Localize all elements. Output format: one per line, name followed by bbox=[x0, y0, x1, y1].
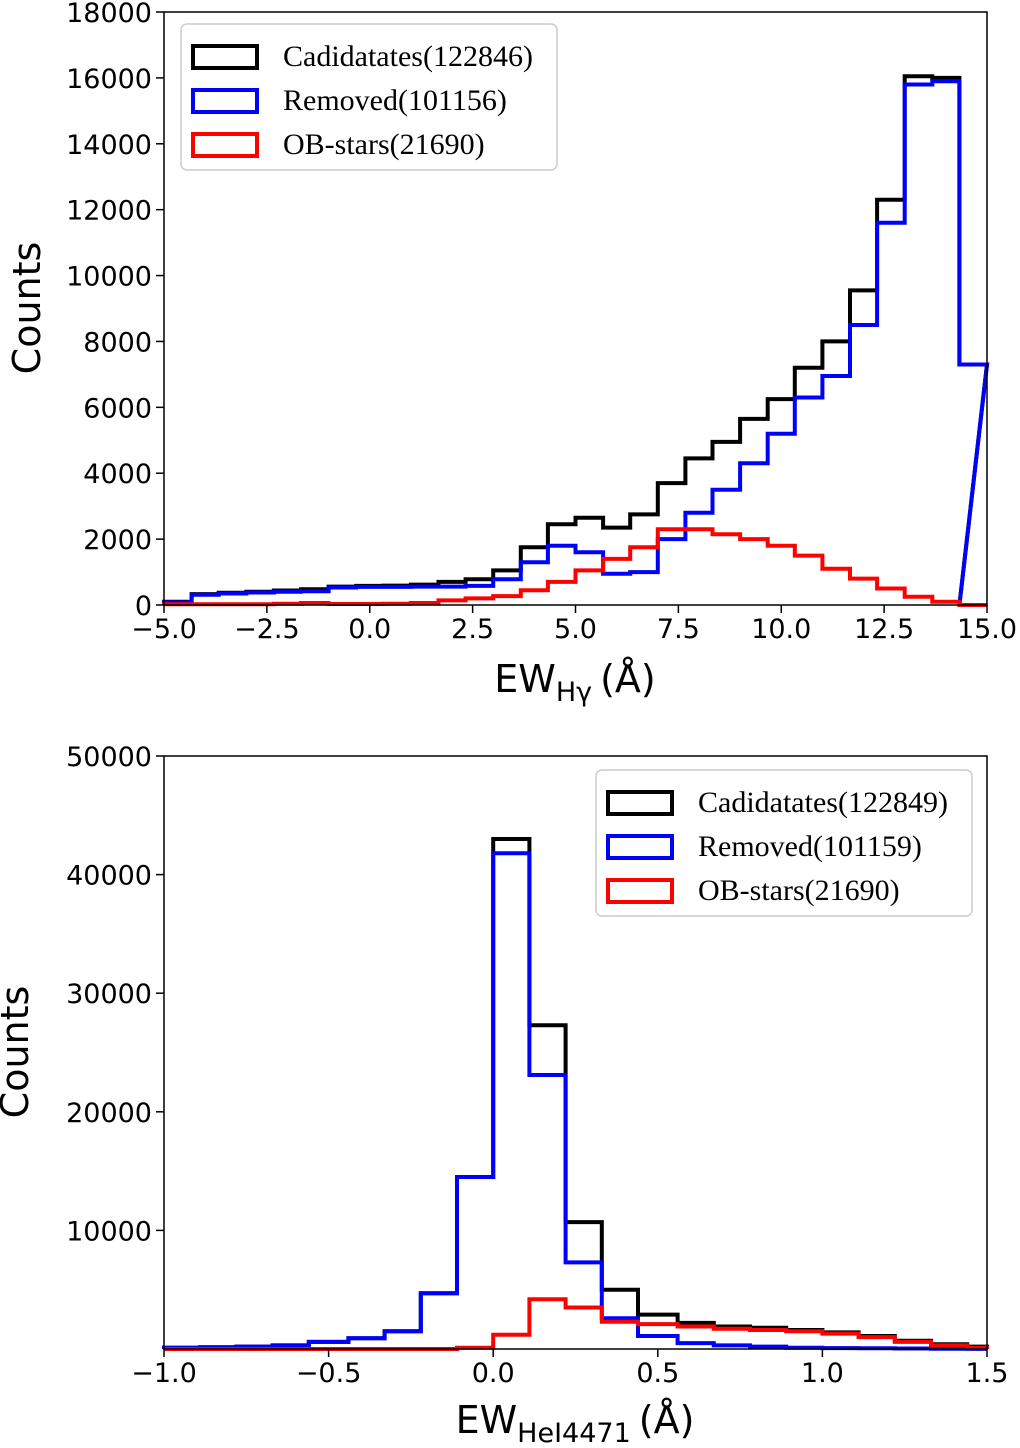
x-axis-label-unit: (Å) bbox=[639, 1398, 695, 1442]
x-axis: −5.0 −2.5 0.0 2.5 5.0 7.5 10.0 12.5 15.0 bbox=[131, 605, 1017, 645]
x-axis: −1.0 −0.5 0.0 0.5 1.0 1.5 bbox=[131, 1349, 1008, 1389]
legend-box bbox=[180, 23, 558, 171]
plot-frame bbox=[163, 755, 988, 1350]
x-axis-label: EWHeI4471 (Å) bbox=[456, 1398, 695, 1448]
x-tick-label: 15.0 bbox=[957, 614, 1017, 645]
x-tick-label: −2.5 bbox=[234, 614, 300, 645]
x-tick-label: 1.0 bbox=[801, 1358, 844, 1389]
x-axis-label-main: EW bbox=[456, 1398, 518, 1442]
legend-swatch bbox=[606, 878, 674, 904]
x-tick-label: 7.5 bbox=[657, 614, 700, 645]
x-tick-label: −1.0 bbox=[131, 1358, 197, 1389]
y-tick-label: 14000 bbox=[66, 130, 152, 161]
legend-swatch bbox=[191, 88, 259, 114]
y-tick-label: 6000 bbox=[83, 393, 152, 424]
y-axis: 0 2000 4000 6000 8000 10000 12000 14000 16000 180… bbox=[66, 0, 164, 622]
x-axis-label-main: EW bbox=[494, 657, 556, 701]
legend: Cadidatates(122849) Removed(101159) OB-sta… bbox=[595, 769, 973, 917]
x-axis-label-sub: HeI4471 bbox=[517, 1418, 631, 1448]
series-outline bbox=[162, 851, 989, 1351]
legend-label: Removed(101156) bbox=[283, 84, 507, 117]
histogram-panel-top: −5.0 −2.5 0.0 2.5 5.0 7.5 10.0 12.5 15.0 0 2000 40… bbox=[5, 0, 1017, 708]
x-tick-label: 10.0 bbox=[751, 614, 811, 645]
y-tick-label: 40000 bbox=[66, 861, 152, 892]
y-tick-label: 2000 bbox=[83, 525, 152, 556]
y-tick-label: 30000 bbox=[66, 979, 152, 1010]
x-tick-label: 12.5 bbox=[854, 614, 914, 645]
legend-swatch bbox=[606, 834, 674, 860]
x-tick-label: −0.5 bbox=[296, 1358, 362, 1389]
legend-label: Cadidatates(122849) bbox=[698, 786, 948, 819]
histogram-series-group bbox=[162, 74, 990, 607]
y-axis-label: Counts bbox=[0, 986, 37, 1119]
x-tick-label: 0.5 bbox=[636, 1358, 679, 1389]
y-tick-label: 12000 bbox=[66, 196, 152, 227]
x-tick-label: 0.0 bbox=[348, 614, 391, 645]
x-axis-label: EWHγ (Å) bbox=[494, 657, 656, 708]
legend-label: OB-stars(21690) bbox=[283, 128, 485, 161]
x-tick-label: 1.5 bbox=[966, 1358, 1009, 1389]
histogram-panel-bottom: −1.0 −0.5 0.0 0.5 1.0 1.5 10000 20000 30000 4000… bbox=[0, 742, 1008, 1448]
y-tick-label: 10000 bbox=[66, 1216, 152, 1247]
series-outline bbox=[162, 527, 987, 607]
series-outline bbox=[164, 1297, 989, 1351]
y-tick-label: 50000 bbox=[66, 742, 152, 773]
y-tick-label: 18000 bbox=[66, 0, 152, 29]
x-axis-label-unit: (Å) bbox=[600, 657, 656, 701]
x-tick-label: 2.5 bbox=[451, 614, 494, 645]
legend-swatch bbox=[191, 132, 259, 158]
x-axis-label-sub: Hγ bbox=[556, 677, 592, 708]
legend-label: OB-stars(21690) bbox=[698, 874, 900, 907]
y-tick-label: 16000 bbox=[66, 64, 152, 95]
y-tick-label: 10000 bbox=[66, 262, 152, 293]
legend-swatch bbox=[191, 44, 259, 70]
legend-swatch bbox=[606, 790, 674, 816]
x-tick-label: −5.0 bbox=[131, 614, 197, 645]
y-tick-label: 0 bbox=[135, 591, 152, 622]
x-tick-label: 0.0 bbox=[472, 1358, 515, 1389]
y-axis: 10000 20000 30000 40000 50000 bbox=[66, 742, 164, 1247]
y-tick-label: 8000 bbox=[83, 327, 152, 358]
y-axis-label: Counts bbox=[5, 242, 49, 375]
x-tick-label: 5.0 bbox=[554, 614, 597, 645]
legend-label: Removed(101159) bbox=[698, 830, 922, 863]
legend: Cadidatates(122846) Removed(101156) OB-sta… bbox=[180, 23, 558, 171]
legend-label: Cadidatates(122846) bbox=[283, 40, 533, 73]
series-outline bbox=[162, 79, 990, 606]
y-tick-label: 4000 bbox=[83, 459, 152, 490]
y-tick-label: 20000 bbox=[66, 1098, 152, 1129]
legend-box bbox=[595, 769, 973, 917]
